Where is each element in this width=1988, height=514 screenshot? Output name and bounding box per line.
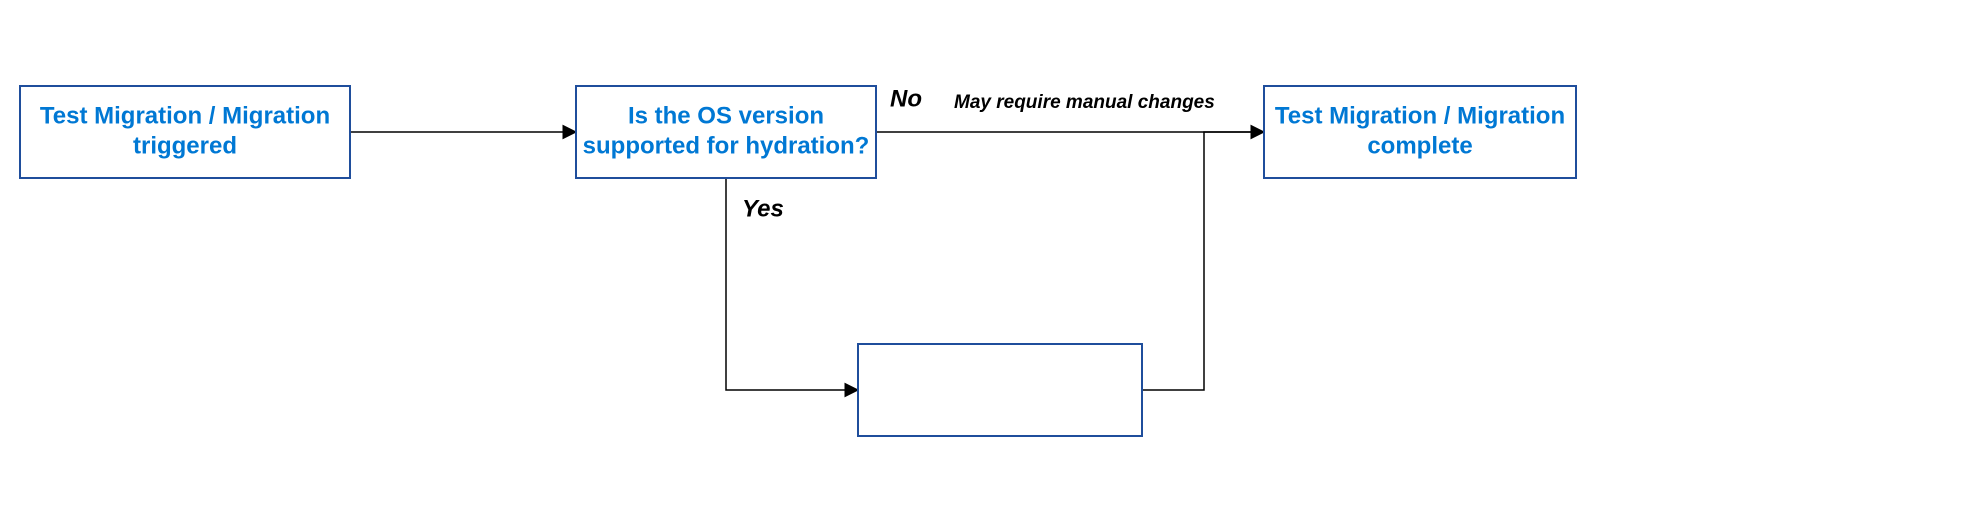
node-text-complete-line1: complete <box>1367 132 1472 159</box>
node-complete: Test Migration / Migration complete <box>1264 86 1576 178</box>
node-text-decision-line1: supported for hydration? <box>583 132 870 159</box>
flowchart-canvas: e1e2_noNoMay require manual changese3_ye… <box>0 0 1988 514</box>
edge-label-e2_no-1: May require manual changes <box>954 92 1215 113</box>
node-start: Test Migration / Migration triggered <box>20 86 350 178</box>
node-text-decision-line0: Is the OS version <box>628 102 824 129</box>
edge-e4: e4 <box>1142 132 1264 390</box>
node-text-start-line1: triggered <box>133 132 237 159</box>
edge-label-e3_yes-0: Yes <box>742 195 784 222</box>
node-text-start-line0: Test Migration / Migration <box>40 102 330 129</box>
node-hydration: Hydration process <box>858 344 1142 436</box>
node-text-complete-line0: Test Migration / Migration <box>1275 102 1565 129</box>
edge-label-e2_no-0: No <box>890 85 922 112</box>
node-text-hydration-line0: Hydration process <box>895 375 1106 402</box>
node-decision: Is the OS version supported for hydration… <box>576 86 876 178</box>
